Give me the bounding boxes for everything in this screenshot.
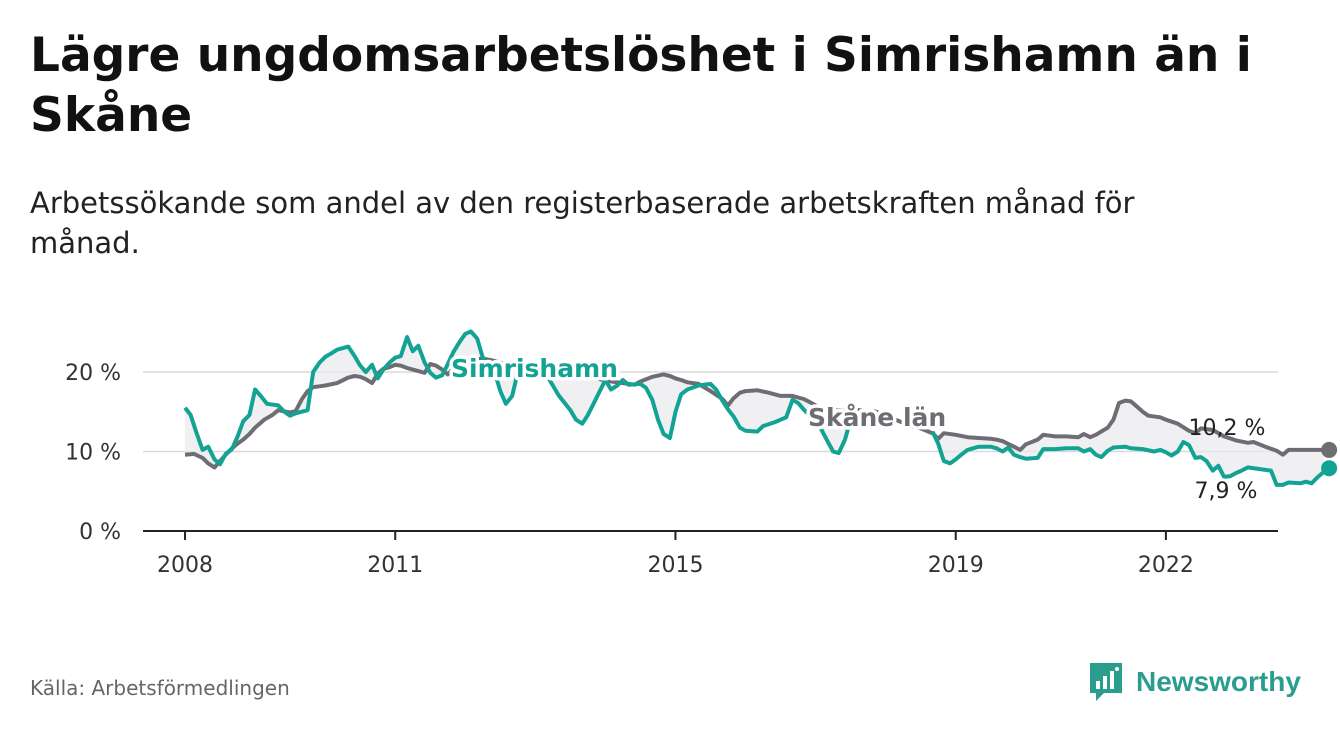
y-tick-label: 20 %	[65, 361, 121, 386]
series-lines	[183, 329, 1338, 487]
x-tick-label: 2011	[367, 553, 423, 578]
brand-name: Newsworthy	[1136, 666, 1301, 697]
end-value-label-skane: 10,2 %	[1189, 416, 1266, 441]
y-tick-label: 10 %	[65, 441, 121, 466]
end-marker-simrishamn	[1321, 460, 1338, 477]
series-label-skane: Skåne län	[808, 403, 946, 432]
series-label-simrishamn-halo: Simrishamn	[451, 354, 618, 383]
source-note: Källa: Arbetsförmedlingen	[30, 676, 290, 700]
brand-logo: Newsworthy	[1088, 660, 1301, 704]
difference-area-segment	[185, 331, 863, 468]
chart-labels: 0 % 10 % 20 % 2008 2011 2015 2019 2022 Simrisham…	[65, 351, 1266, 579]
series-line-simrishamn	[183, 329, 1331, 487]
difference-area	[185, 331, 1324, 485]
x-tick-label: 2022	[1138, 553, 1194, 578]
difference-area-segment	[932, 400, 1324, 485]
end-value-label-simrishamn-halo: 7,9 %	[1195, 479, 1258, 504]
y-tick-label: 0 %	[79, 520, 121, 545]
chart-title: Lägre ungdomsarbetslöshet i Simrishamn ä…	[30, 28, 1252, 143]
x-tick-label: 2019	[928, 553, 984, 578]
chart-subtitle: Arbetssökande som andel av den registerb…	[30, 186, 1135, 260]
newsworthy-icon	[1090, 663, 1122, 701]
x-tick-label: 2015	[647, 553, 703, 578]
end-marker-skane	[1321, 441, 1338, 458]
x-tick-label: 2008	[157, 553, 213, 578]
series-label-skane-halo: Skåne län	[808, 403, 946, 432]
series-line-skane	[184, 356, 1330, 470]
x-axis	[143, 530, 1278, 540]
series-label-simrishamn: Simrishamn	[451, 354, 618, 383]
end-value-label-simrishamn: 7,9 %	[1195, 479, 1258, 504]
